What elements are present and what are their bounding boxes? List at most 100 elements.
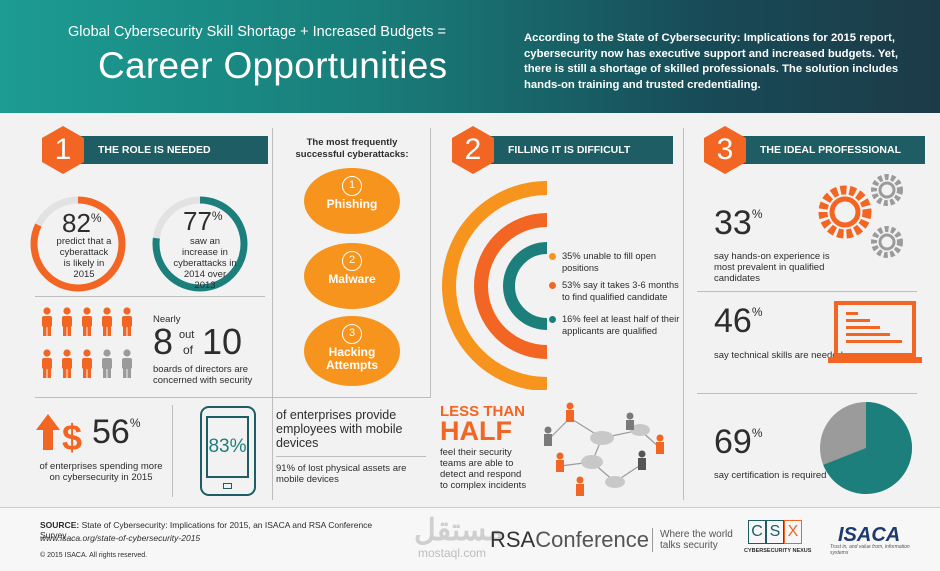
less-than-label: LESS THAN — [440, 403, 526, 420]
divider — [35, 296, 265, 297]
device-screen — [206, 416, 249, 478]
device-button — [223, 483, 232, 489]
gears-icon — [818, 174, 903, 258]
person-icon — [62, 307, 72, 336]
attack-malware: 2 Malware — [304, 243, 400, 309]
stat-value: 82 — [62, 208, 91, 238]
divider — [172, 405, 173, 497]
stat-unit: % — [129, 416, 141, 430]
person-icon — [102, 307, 112, 336]
stat-77-value: 77% — [183, 206, 223, 237]
source-label: SOURCE: — [40, 520, 80, 530]
stat-46-value: 46% — [714, 302, 763, 341]
attack-number: 1 — [342, 176, 362, 196]
stat-value: 77 — [183, 206, 212, 236]
mobile-device-icon: 83% — [200, 406, 256, 496]
stat-unit: % — [90, 211, 102, 225]
stat-value: 33 — [714, 204, 752, 242]
divider — [272, 128, 273, 500]
divider — [430, 128, 431, 398]
budget-value: 56% — [92, 413, 141, 452]
person-icon — [102, 349, 112, 378]
person-icon — [82, 307, 92, 336]
header-tagline: Global Cybersecurity Skill Shortage + In… — [68, 24, 447, 40]
half-label: HALF — [440, 416, 512, 446]
attack-label: Malware — [328, 272, 376, 286]
arrow-up-shape — [36, 414, 60, 450]
stat-unit: % — [751, 426, 763, 440]
stat-82-value: 82% — [62, 208, 102, 239]
stat-46-text: say technical skills are needed — [714, 350, 843, 361]
person-icon — [122, 307, 132, 336]
page-title: Career Opportunities — [98, 45, 448, 86]
stat-33-text: say hands-on experience is most prevalen… — [714, 251, 830, 284]
pie-69-slice — [823, 402, 912, 494]
boards-den: 10 — [202, 321, 243, 362]
arc-16 — [503, 242, 548, 330]
divider — [652, 528, 653, 552]
mobile-value: 83% — [208, 436, 247, 457]
gear-large — [818, 185, 872, 239]
legend-35: 35% unable to fill open positions — [562, 251, 657, 273]
legend-dot — [549, 282, 556, 289]
attack-label: Phishing — [326, 197, 378, 211]
stat-77-text: saw an increase in cyberattacks in 2014 … — [173, 236, 237, 291]
divider — [276, 456, 426, 457]
attack-number: 2 — [342, 251, 362, 271]
laptop-bars — [846, 312, 902, 343]
rsa-text: RSA — [490, 527, 536, 552]
section2-title: FILLING IT IS DIFFICULT — [508, 144, 631, 156]
section1-title: THE ROLE IS NEEDED — [98, 144, 211, 156]
ring-82 — [30, 196, 126, 292]
section2-number: 2 — [452, 126, 494, 174]
footer-source: SOURCE: State of Cybersecurity: Implicat… — [40, 520, 390, 540]
person-icon — [42, 349, 52, 378]
attack-label: Hacking Attempts — [325, 345, 378, 372]
divider — [697, 393, 917, 394]
attack-number: 3 — [342, 324, 362, 344]
stat-unit: % — [751, 305, 763, 319]
half-text: feel their security teams are able to de… — [440, 447, 527, 491]
boards-text: boards of directors are concerned with s… — [153, 364, 253, 386]
source-url[interactable]: www.isaca.org/state-of-cybersecurity-201… — [40, 533, 201, 543]
laptop-icon — [828, 301, 922, 363]
legend-53: 53% say it takes 3-6 months to find qual… — [562, 280, 679, 302]
conference-text: Conference — [535, 527, 649, 552]
laptop-base — [828, 357, 922, 363]
person-icon — [62, 349, 72, 378]
legend-dot — [549, 316, 556, 323]
gear-small-top — [871, 174, 903, 206]
network-nodes — [581, 424, 650, 488]
stat-value: 46 — [714, 302, 752, 340]
section3-title: THE IDEAL PROFESSIONAL — [760, 144, 901, 156]
stat-69-text: say certification is required — [714, 470, 827, 481]
csx-letter: X — [784, 520, 802, 544]
attack-phishing: 1 Phishing — [304, 168, 400, 234]
stat-value: 56 — [92, 413, 130, 451]
csx-letter: C — [748, 520, 766, 544]
person-icon — [82, 349, 92, 378]
people-grid — [40, 307, 140, 387]
gear-small-bottom — [871, 226, 903, 258]
rsa-logo: RSAConference — [490, 527, 649, 553]
arc-35 — [442, 181, 548, 390]
person-icon — [42, 307, 52, 336]
watermark-arabic: مستقل — [414, 514, 504, 547]
arc-53 — [474, 213, 548, 359]
ring-77 — [152, 196, 248, 292]
header-intro: According to the State of Cybersecurity:… — [524, 32, 899, 91]
section3-number: 3 — [704, 126, 746, 174]
isaca-logo: ISACA — [838, 524, 901, 546]
section3-band: THE IDEAL PROFESSIONAL — [730, 136, 925, 164]
budget-up-icon: $ — [36, 414, 82, 454]
ring-82-arc — [30, 196, 126, 292]
mobile-text1: of enterprises provide employees with mo… — [276, 408, 403, 450]
mobile-text2: 91% of lost physical assets are mobile d… — [276, 463, 407, 485]
network-people — [544, 402, 664, 496]
stat-33-value: 33% — [714, 204, 763, 243]
divider — [697, 291, 917, 292]
divider — [683, 128, 684, 500]
divider — [35, 397, 430, 398]
boards-nearly: Nearly — [153, 314, 181, 325]
budget-text: of enterprises spending more on cybersec… — [39, 461, 163, 483]
